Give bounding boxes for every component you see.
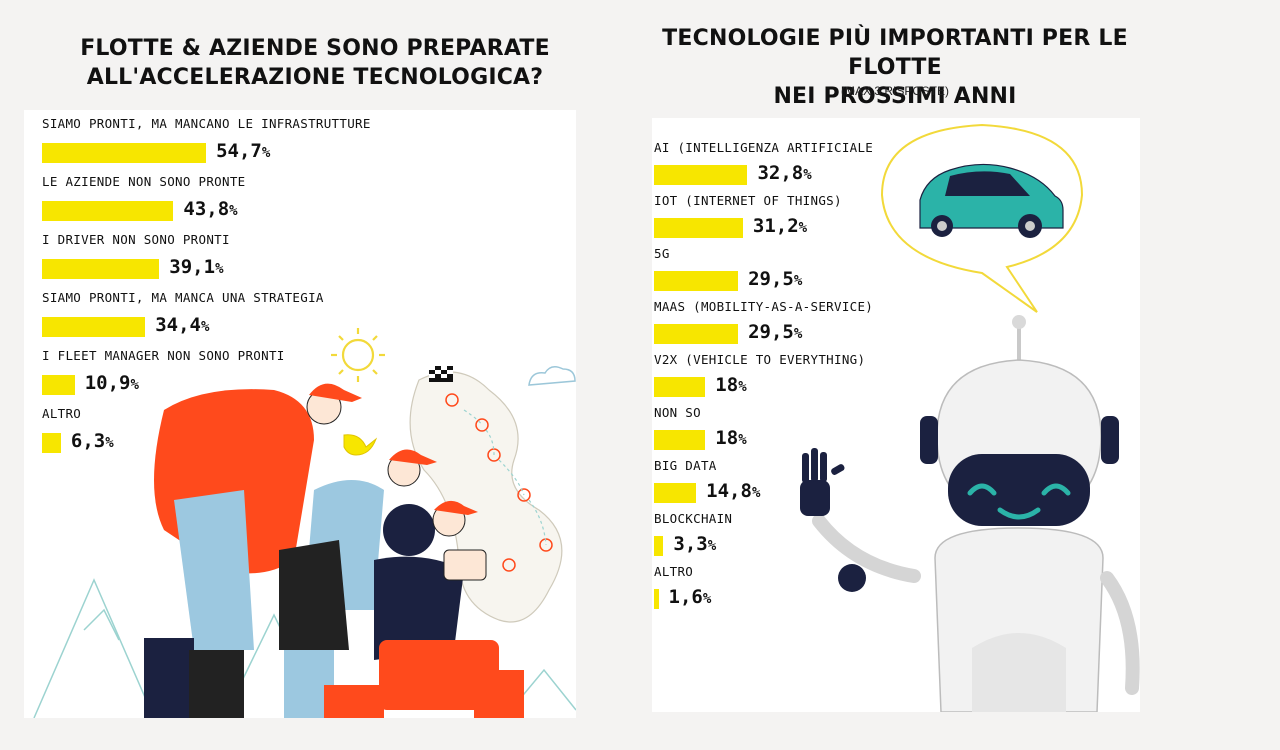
value-number: 3,3 bbox=[673, 533, 708, 555]
value-number: 14,8 bbox=[706, 480, 752, 502]
value-unit: % bbox=[130, 377, 139, 393]
left-chart-panel: SIAMO PRONTI, MA MANCANO LE INFRASTRUTTU… bbox=[24, 110, 576, 718]
value-unit: % bbox=[215, 261, 224, 277]
value-unit: % bbox=[200, 319, 210, 335]
value-unit: % bbox=[803, 167, 812, 183]
bird-icon bbox=[343, 434, 378, 456]
value-unit: % bbox=[751, 485, 761, 501]
value-label: 31,2% bbox=[753, 215, 807, 237]
right-chart-subtitle: (MAX 3 RISPOSTE) bbox=[840, 84, 950, 98]
robot-antenna bbox=[1012, 315, 1026, 360]
hiker-3 bbox=[324, 500, 524, 718]
category-label: 5G bbox=[654, 246, 670, 261]
bar bbox=[654, 271, 739, 291]
bar bbox=[42, 259, 160, 279]
value-number: 6,3 bbox=[70, 430, 106, 452]
bar bbox=[654, 377, 706, 397]
value-label: 14,8% bbox=[706, 480, 760, 502]
hiker-1 bbox=[144, 383, 362, 718]
value-label: 32,8% bbox=[757, 162, 811, 184]
bar bbox=[654, 165, 748, 185]
right-title-line1: TECNOLOGIE PIÙ IMPORTANTI PER LE FLOTTE bbox=[662, 26, 1128, 80]
value-unit: % bbox=[798, 220, 808, 236]
value-number: 18 bbox=[715, 374, 739, 396]
value-label: 43,8% bbox=[183, 198, 237, 220]
category-label: SIAMO PRONTI, MA MANCANO LE INFRASTRUTTU… bbox=[42, 116, 371, 131]
sun-icon bbox=[331, 328, 385, 382]
value-number: 29,5 bbox=[748, 321, 794, 343]
bar bbox=[42, 201, 174, 221]
value-number: 18 bbox=[715, 427, 739, 449]
value-label: 3,3% bbox=[673, 533, 716, 555]
value-label: 18% bbox=[715, 427, 746, 449]
category-label: LE AZIENDE NON SONO PRONTE bbox=[42, 174, 246, 189]
category-label: I FLEET MANAGER NON SONO PRONTI bbox=[42, 348, 285, 363]
category-label: ALTRO bbox=[42, 406, 82, 421]
value-label: 10,9% bbox=[85, 372, 139, 394]
value-number: 39,1 bbox=[169, 256, 216, 278]
value-label: 34,4% bbox=[155, 314, 209, 336]
right-title-line2: NEI PROSSIMI ANNI bbox=[773, 84, 1017, 109]
category-label: ALTRO bbox=[654, 564, 694, 579]
value-number: 29,5 bbox=[748, 268, 794, 290]
value-unit: % bbox=[707, 538, 717, 554]
bar bbox=[654, 218, 743, 238]
bar bbox=[42, 433, 61, 453]
bar bbox=[654, 536, 664, 556]
category-label: SIAMO PRONTI, MA MANCA UNA STRATEGIA bbox=[42, 290, 324, 305]
value-unit: % bbox=[105, 435, 114, 451]
value-label: 29,5% bbox=[748, 268, 802, 290]
value-number: 31,2 bbox=[752, 215, 799, 237]
car-icon bbox=[919, 163, 1064, 238]
category-label: BIG DATA bbox=[654, 458, 717, 473]
value-unit: % bbox=[738, 432, 747, 448]
value-number: 1,6 bbox=[668, 586, 703, 608]
bar bbox=[654, 589, 659, 609]
bar bbox=[654, 324, 739, 344]
bar bbox=[42, 317, 146, 337]
left-chart-title: FLOTTE & AZIENDE SONO PREPARATE ALL'ACCE… bbox=[40, 34, 590, 92]
category-label: IOT (INTERNET OF THINGS) bbox=[654, 193, 842, 208]
cloud-icon bbox=[528, 366, 576, 386]
category-label: MAAS (MOBILITY-AS-A-SERVICE) bbox=[654, 299, 874, 314]
value-label: 39,1% bbox=[169, 256, 223, 278]
value-number: 54,7 bbox=[216, 140, 262, 162]
category-label: NON SO bbox=[654, 405, 701, 420]
robot-body bbox=[812, 514, 1140, 712]
category-label: BLOCKCHAIN bbox=[654, 511, 733, 526]
category-label: V2X (VEHICLE TO EVERYTHING) bbox=[654, 352, 866, 367]
category-label: I DRIVER NON SONO PRONTI bbox=[42, 232, 230, 247]
robot-head bbox=[920, 359, 1119, 526]
value-label: 6,3% bbox=[71, 430, 114, 452]
category-label: AI (INTELLIGENZA ARTIFICIALE bbox=[654, 140, 874, 155]
value-number: 32,8 bbox=[757, 162, 804, 184]
right-chart-title: TECNOLOGIE PIÙ IMPORTANTI PER LE FLOTTE … bbox=[620, 24, 1170, 111]
value-unit: % bbox=[261, 145, 271, 161]
value-label: 54,7% bbox=[216, 140, 270, 162]
value-unit: % bbox=[793, 326, 803, 342]
hiker-2 bbox=[279, 449, 437, 718]
bar bbox=[42, 143, 207, 163]
robot-hand-icon bbox=[800, 448, 845, 516]
trail-map-icon bbox=[409, 366, 563, 623]
value-number: 43,8 bbox=[183, 198, 230, 220]
value-label: 18% bbox=[715, 374, 746, 396]
bar bbox=[654, 483, 697, 503]
value-unit: % bbox=[702, 591, 712, 607]
right-chart-panel: AI (INTELLIGENZA ARTIFICIALE 32,8% IOT (IN… bbox=[652, 118, 1140, 712]
left-title-line2: ALL'ACCELERAZIONE TECNOLOGICA? bbox=[86, 65, 544, 90]
bar bbox=[654, 430, 706, 450]
value-label: 1,6% bbox=[669, 586, 712, 608]
value-unit: % bbox=[229, 203, 238, 219]
value-unit: % bbox=[738, 379, 747, 395]
value-label: 29,5% bbox=[748, 321, 802, 343]
left-title-line1: FLOTTE & AZIENDE SONO PREPARATE bbox=[80, 36, 550, 61]
value-unit: % bbox=[793, 273, 803, 289]
value-number: 34,4 bbox=[155, 314, 201, 336]
robot-illustration bbox=[800, 123, 1140, 712]
hikers-illustration bbox=[33, 328, 576, 718]
bar bbox=[42, 375, 75, 395]
value-number: 10,9 bbox=[84, 372, 131, 394]
